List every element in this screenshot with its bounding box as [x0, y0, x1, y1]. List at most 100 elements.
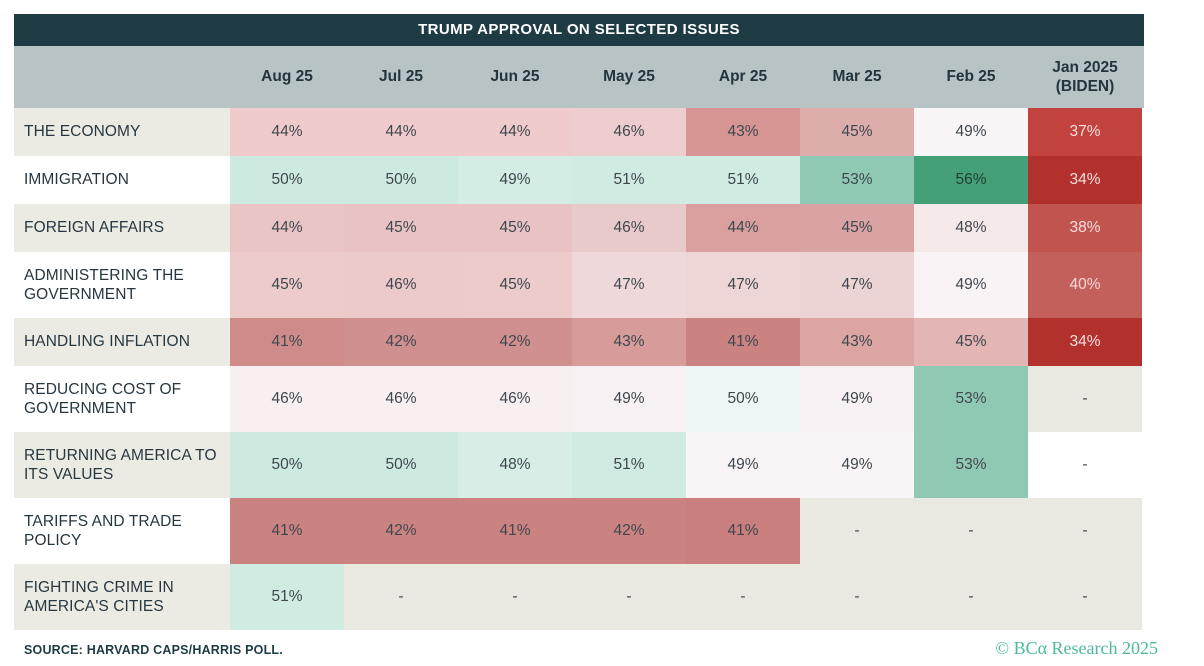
value-cell: 49% [914, 108, 1028, 156]
value-cell: 44% [458, 108, 572, 156]
row-label: IMMIGRATION [14, 156, 230, 204]
value-cell: 44% [344, 108, 458, 156]
value-cell: 53% [800, 156, 914, 204]
source-note: SOURCE: HARVARD CAPS/HARRIS POLL. [24, 643, 283, 657]
value-cell: 49% [572, 366, 686, 432]
column-header: Jan 2025 (BIDEN) [1052, 58, 1118, 95]
column-header: Mar 25 [832, 68, 882, 86]
value-cell: 46% [572, 204, 686, 252]
table-row: THE ECONOMY 44% 44% 44% 46% 43% 45% 49% 37% [14, 108, 1144, 156]
value-cell: 51% [572, 156, 686, 204]
value-cell: - [800, 564, 914, 630]
value-cell: 43% [572, 318, 686, 366]
value-cell: 42% [344, 318, 458, 366]
value-cell: 56% [914, 156, 1028, 204]
row-label: FIGHTING CRIME IN AMERICA'S CITIES [14, 564, 230, 630]
value-cell: 34% [1028, 318, 1142, 366]
value-cell: 43% [686, 108, 800, 156]
value-cell: 45% [344, 204, 458, 252]
value-cell: 47% [800, 252, 914, 318]
table-row: FOREIGN AFFAIRS 44% 45% 45% 46% 44% 45% 48% 38% [14, 204, 1144, 252]
value-cell: 49% [800, 366, 914, 432]
value-cell: 49% [686, 432, 800, 498]
value-cell: - [1028, 432, 1142, 498]
value-cell: - [1028, 498, 1142, 564]
value-cell: 46% [572, 108, 686, 156]
value-cell: 45% [800, 108, 914, 156]
value-cell: 50% [344, 156, 458, 204]
row-label: THE ECONOMY [14, 108, 230, 156]
value-cell: 51% [572, 432, 686, 498]
value-cell: 44% [686, 204, 800, 252]
value-cell: 44% [230, 204, 344, 252]
value-cell: 43% [800, 318, 914, 366]
value-cell: 50% [344, 432, 458, 498]
value-cell: 48% [458, 432, 572, 498]
value-cell: 49% [914, 252, 1028, 318]
value-cell: 53% [914, 432, 1028, 498]
column-header-row: Aug 25 Jul 25 Jun 25 May 25 Apr 25 Mar 25 Feb … [14, 46, 1144, 108]
table-row: RETURNING AMERICA TO ITS VALUES 50% 50% 48%… [14, 432, 1144, 498]
value-cell: 46% [344, 252, 458, 318]
value-cell: 41% [686, 318, 800, 366]
value-cell: 41% [686, 498, 800, 564]
value-cell: 45% [914, 318, 1028, 366]
value-cell: 50% [230, 156, 344, 204]
column-header: May 25 [603, 68, 655, 86]
value-cell: 38% [1028, 204, 1142, 252]
value-cell: 51% [230, 564, 344, 630]
column-header: Apr 25 [718, 68, 768, 86]
value-cell: - [914, 564, 1028, 630]
column-header: Aug 25 [261, 68, 313, 86]
table-row: TARIFFS AND TRADE POLICY 41% 42% 41% 42% 41% -… [14, 498, 1144, 564]
value-cell: - [1028, 564, 1142, 630]
value-cell: 50% [230, 432, 344, 498]
label-column-header [14, 46, 230, 108]
value-cell: - [686, 564, 800, 630]
value-cell: 46% [230, 366, 344, 432]
copyright-note: © BCα Research 2025 [995, 638, 1158, 658]
table-row: REDUCING COST OF GOVERNMENT 46% 46% 46% 49% 5… [14, 366, 1144, 432]
value-cell: 47% [686, 252, 800, 318]
value-cell: 48% [914, 204, 1028, 252]
value-cell: 42% [572, 498, 686, 564]
value-cell: 45% [230, 252, 344, 318]
column-header: Feb 25 [946, 68, 996, 86]
value-cell: 41% [230, 318, 344, 366]
table-row: ADMINISTERING THE GOVERNMENT 45% 46% 45% 47%… [14, 252, 1144, 318]
value-cell: 53% [914, 366, 1028, 432]
value-cell: 45% [458, 204, 572, 252]
value-cell: 41% [458, 498, 572, 564]
value-cell: 45% [800, 204, 914, 252]
table-row: FIGHTING CRIME IN AMERICA'S CITIES 51% - - -… [14, 564, 1144, 630]
table-body: THE ECONOMY 44% 44% 44% 46% 43% 45% 49% 37% IMMIG… [14, 108, 1144, 630]
value-cell: - [914, 498, 1028, 564]
row-label: ADMINISTERING THE GOVERNMENT [14, 252, 230, 318]
column-header: Jun 25 [490, 68, 540, 86]
value-cell: 40% [1028, 252, 1142, 318]
value-cell: 49% [800, 432, 914, 498]
value-cell: 47% [572, 252, 686, 318]
table-footer: SOURCE: HARVARD CAPS/HARRIS POLL. © BCα … [14, 638, 1174, 659]
row-label: TARIFFS AND TRADE POLICY [14, 498, 230, 564]
row-label: RETURNING AMERICA TO ITS VALUES [14, 432, 230, 498]
table-row: IMMIGRATION 50% 50% 49% 51% 51% 53% 56% 34% [14, 156, 1144, 204]
value-cell: 42% [344, 498, 458, 564]
row-label: HANDLING INFLATION [14, 318, 230, 366]
value-cell: 34% [1028, 156, 1142, 204]
value-cell: - [458, 564, 572, 630]
value-cell: 50% [686, 366, 800, 432]
row-label: REDUCING COST OF GOVERNMENT [14, 366, 230, 432]
value-cell: 49% [458, 156, 572, 204]
value-cell: - [344, 564, 458, 630]
value-cell: 51% [686, 156, 800, 204]
value-cell: - [1028, 366, 1142, 432]
value-cell: - [800, 498, 914, 564]
value-cell: 44% [230, 108, 344, 156]
value-cell: 37% [1028, 108, 1142, 156]
table-title: TRUMP APPROVAL ON SELECTED ISSUES [14, 14, 1144, 46]
table-row: HANDLING INFLATION 41% 42% 42% 43% 41% 43% 45% 3… [14, 318, 1144, 366]
approval-table: TRUMP APPROVAL ON SELECTED ISSUES Aug 25… [14, 14, 1144, 630]
column-header: Jul 25 [379, 68, 423, 86]
